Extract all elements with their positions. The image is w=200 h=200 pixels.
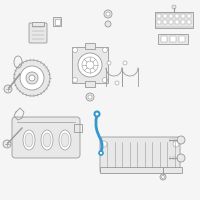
Circle shape	[107, 61, 111, 65]
Ellipse shape	[59, 130, 71, 150]
Circle shape	[29, 75, 35, 81]
Bar	[187, 20, 191, 24]
Bar	[72, 47, 108, 83]
Bar	[32, 22, 44, 26]
Circle shape	[14, 60, 50, 96]
Bar	[158, 34, 188, 44]
Bar	[85, 43, 95, 49]
Bar	[169, 20, 173, 24]
Ellipse shape	[25, 133, 33, 147]
FancyBboxPatch shape	[100, 137, 180, 173]
Bar	[100, 167, 182, 173]
Circle shape	[78, 53, 102, 77]
Bar	[155, 12, 193, 28]
Circle shape	[102, 77, 108, 82]
Bar	[157, 20, 161, 24]
Bar	[53, 17, 61, 26]
Bar	[175, 14, 179, 18]
Circle shape	[172, 5, 176, 9]
Ellipse shape	[43, 133, 51, 147]
Circle shape	[106, 12, 110, 16]
Bar	[175, 20, 179, 24]
Bar	[187, 14, 191, 18]
Circle shape	[173, 141, 179, 147]
FancyBboxPatch shape	[12, 117, 80, 158]
Circle shape	[26, 72, 38, 84]
Circle shape	[177, 154, 185, 162]
Bar	[74, 124, 82, 132]
Circle shape	[123, 61, 127, 65]
Circle shape	[105, 21, 111, 27]
Circle shape	[115, 81, 119, 85]
Bar	[169, 14, 173, 18]
Bar	[161, 36, 167, 42]
Circle shape	[20, 66, 44, 90]
Ellipse shape	[23, 130, 35, 150]
Bar	[163, 14, 167, 18]
Bar	[181, 14, 185, 18]
Bar	[170, 36, 176, 42]
Circle shape	[4, 85, 12, 93]
FancyBboxPatch shape	[29, 23, 47, 43]
Circle shape	[72, 47, 78, 52]
Circle shape	[160, 174, 166, 180]
Circle shape	[86, 93, 94, 101]
Bar	[163, 20, 167, 24]
Circle shape	[99, 151, 103, 155]
Circle shape	[177, 136, 185, 144]
Circle shape	[95, 112, 100, 116]
Circle shape	[101, 141, 107, 147]
Circle shape	[88, 95, 92, 99]
Bar	[157, 14, 161, 18]
Ellipse shape	[61, 133, 69, 147]
Circle shape	[104, 10, 112, 18]
Circle shape	[102, 47, 108, 52]
Circle shape	[72, 77, 78, 82]
Bar	[85, 81, 95, 87]
Circle shape	[162, 176, 164, 178]
Bar	[181, 20, 185, 24]
Circle shape	[3, 140, 11, 148]
Bar	[54, 19, 60, 24]
Ellipse shape	[41, 130, 53, 150]
Bar	[179, 36, 185, 42]
